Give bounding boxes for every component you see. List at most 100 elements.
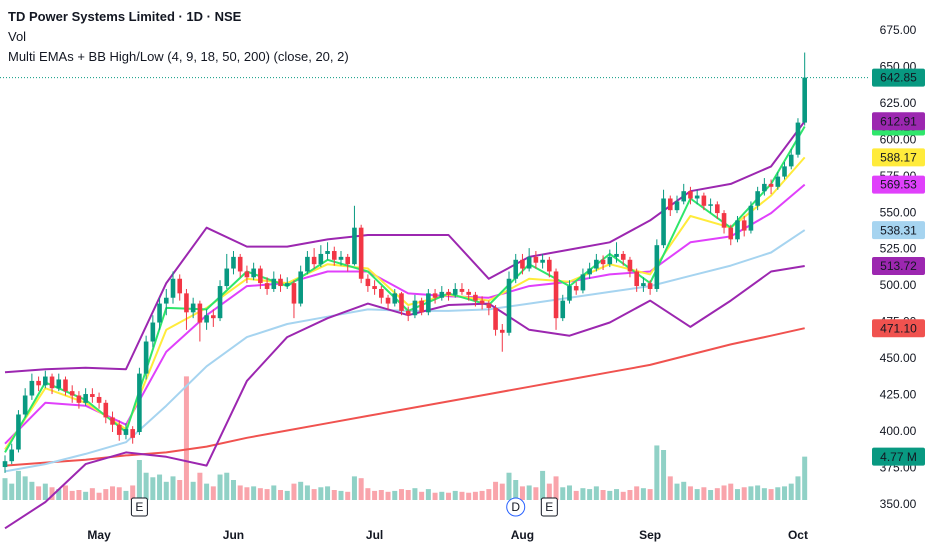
volume-bar xyxy=(687,486,693,500)
y-tick-label: 400.00 xyxy=(880,424,917,438)
volume-bar xyxy=(230,480,236,500)
volume-bar xyxy=(217,474,223,500)
volume-bar xyxy=(775,487,781,500)
volume-bar xyxy=(9,483,15,500)
candle-body xyxy=(432,293,438,298)
candle-body xyxy=(291,283,297,304)
candle-body xyxy=(547,259,552,272)
candle-body xyxy=(251,268,256,278)
volume-bar xyxy=(170,476,176,500)
volume-bar xyxy=(714,488,720,500)
volume-bar xyxy=(513,480,519,500)
candle-body xyxy=(197,303,203,323)
candle-body xyxy=(399,293,404,311)
volume-bar xyxy=(580,488,586,500)
volume-bar xyxy=(701,487,707,500)
price-box xyxy=(872,148,925,167)
candle-body xyxy=(130,429,135,438)
volume-bar xyxy=(83,491,89,500)
volume-bar xyxy=(378,490,384,500)
price-box-label: 4.77 M xyxy=(880,450,917,464)
volume-bar xyxy=(788,483,794,500)
candle-body xyxy=(466,291,471,295)
candle-body xyxy=(217,286,223,319)
candle-body xyxy=(231,256,236,269)
volume-bar xyxy=(331,490,337,500)
volume-bar xyxy=(566,485,572,500)
candle-body xyxy=(103,402,109,418)
volume-bar xyxy=(351,476,357,500)
candle-body xyxy=(345,256,351,265)
volume-layer xyxy=(2,376,808,500)
candle-body xyxy=(526,256,532,269)
candle-body xyxy=(365,278,371,287)
volume-bar xyxy=(76,490,82,500)
candle-body xyxy=(244,271,250,278)
candle-body xyxy=(634,271,639,287)
candle-body xyxy=(459,288,465,292)
event-marker xyxy=(540,497,558,517)
candle-body xyxy=(56,379,62,389)
volume-bar xyxy=(150,477,156,500)
y-tick-label: 525.00 xyxy=(880,242,917,256)
volume-bar xyxy=(89,488,95,500)
volume-bar xyxy=(533,487,539,500)
candle-body xyxy=(36,380,41,386)
volume-bar xyxy=(345,491,351,500)
volume-bar xyxy=(647,489,653,500)
candle-body xyxy=(29,380,35,396)
candle-body xyxy=(567,286,572,301)
volume-bar xyxy=(782,486,788,500)
volume-bar xyxy=(681,481,687,500)
volume-bar xyxy=(183,376,189,500)
volume-bar xyxy=(506,472,512,500)
y-tick-label: 450.00 xyxy=(880,351,917,365)
candle-body xyxy=(412,300,418,316)
x-tick-label: Oct xyxy=(788,528,808,542)
event-marker xyxy=(506,497,526,517)
candle-body xyxy=(600,259,606,265)
candle-body xyxy=(614,253,619,257)
axis-layer: 350.00375.00400.00425.00450.00475.00500.… xyxy=(0,23,925,542)
volume-bar xyxy=(674,483,680,500)
candle-body xyxy=(782,166,787,177)
candle-body xyxy=(533,256,539,263)
volume-bar xyxy=(802,456,808,500)
candle-body xyxy=(405,310,411,316)
candle-body xyxy=(298,271,303,304)
candle-body xyxy=(123,429,129,435)
x-tick-label: Aug xyxy=(511,528,534,542)
price-box xyxy=(872,68,925,87)
volume-bar xyxy=(157,474,163,500)
y-tick-label: 675.00 xyxy=(880,23,917,37)
candle-body xyxy=(385,297,391,304)
candle-body xyxy=(674,201,680,211)
candle-body xyxy=(587,268,592,275)
volume-bar xyxy=(439,491,445,500)
volume-bar xyxy=(257,488,263,500)
candle-body xyxy=(258,268,263,284)
volume-bar xyxy=(284,490,290,500)
volume-bar xyxy=(493,481,499,500)
candle-body xyxy=(22,395,28,415)
volume-bar xyxy=(311,489,317,500)
volume-bar xyxy=(708,490,714,500)
candle-body xyxy=(170,278,176,298)
volume-bar xyxy=(634,486,640,500)
candle-body xyxy=(76,395,82,403)
volume-bar xyxy=(734,489,740,500)
candle-body xyxy=(271,278,277,289)
candle-body xyxy=(190,303,196,313)
volume-bar xyxy=(795,476,801,500)
volume-bar xyxy=(748,486,754,500)
volume-bar xyxy=(244,487,250,500)
x-tick-label: Sep xyxy=(639,528,661,542)
candle-body xyxy=(69,391,75,396)
candle-body xyxy=(211,315,216,319)
volume-bar xyxy=(190,481,196,500)
candle-body xyxy=(63,379,68,392)
volume-bar xyxy=(22,476,28,500)
candle-body xyxy=(479,300,485,304)
